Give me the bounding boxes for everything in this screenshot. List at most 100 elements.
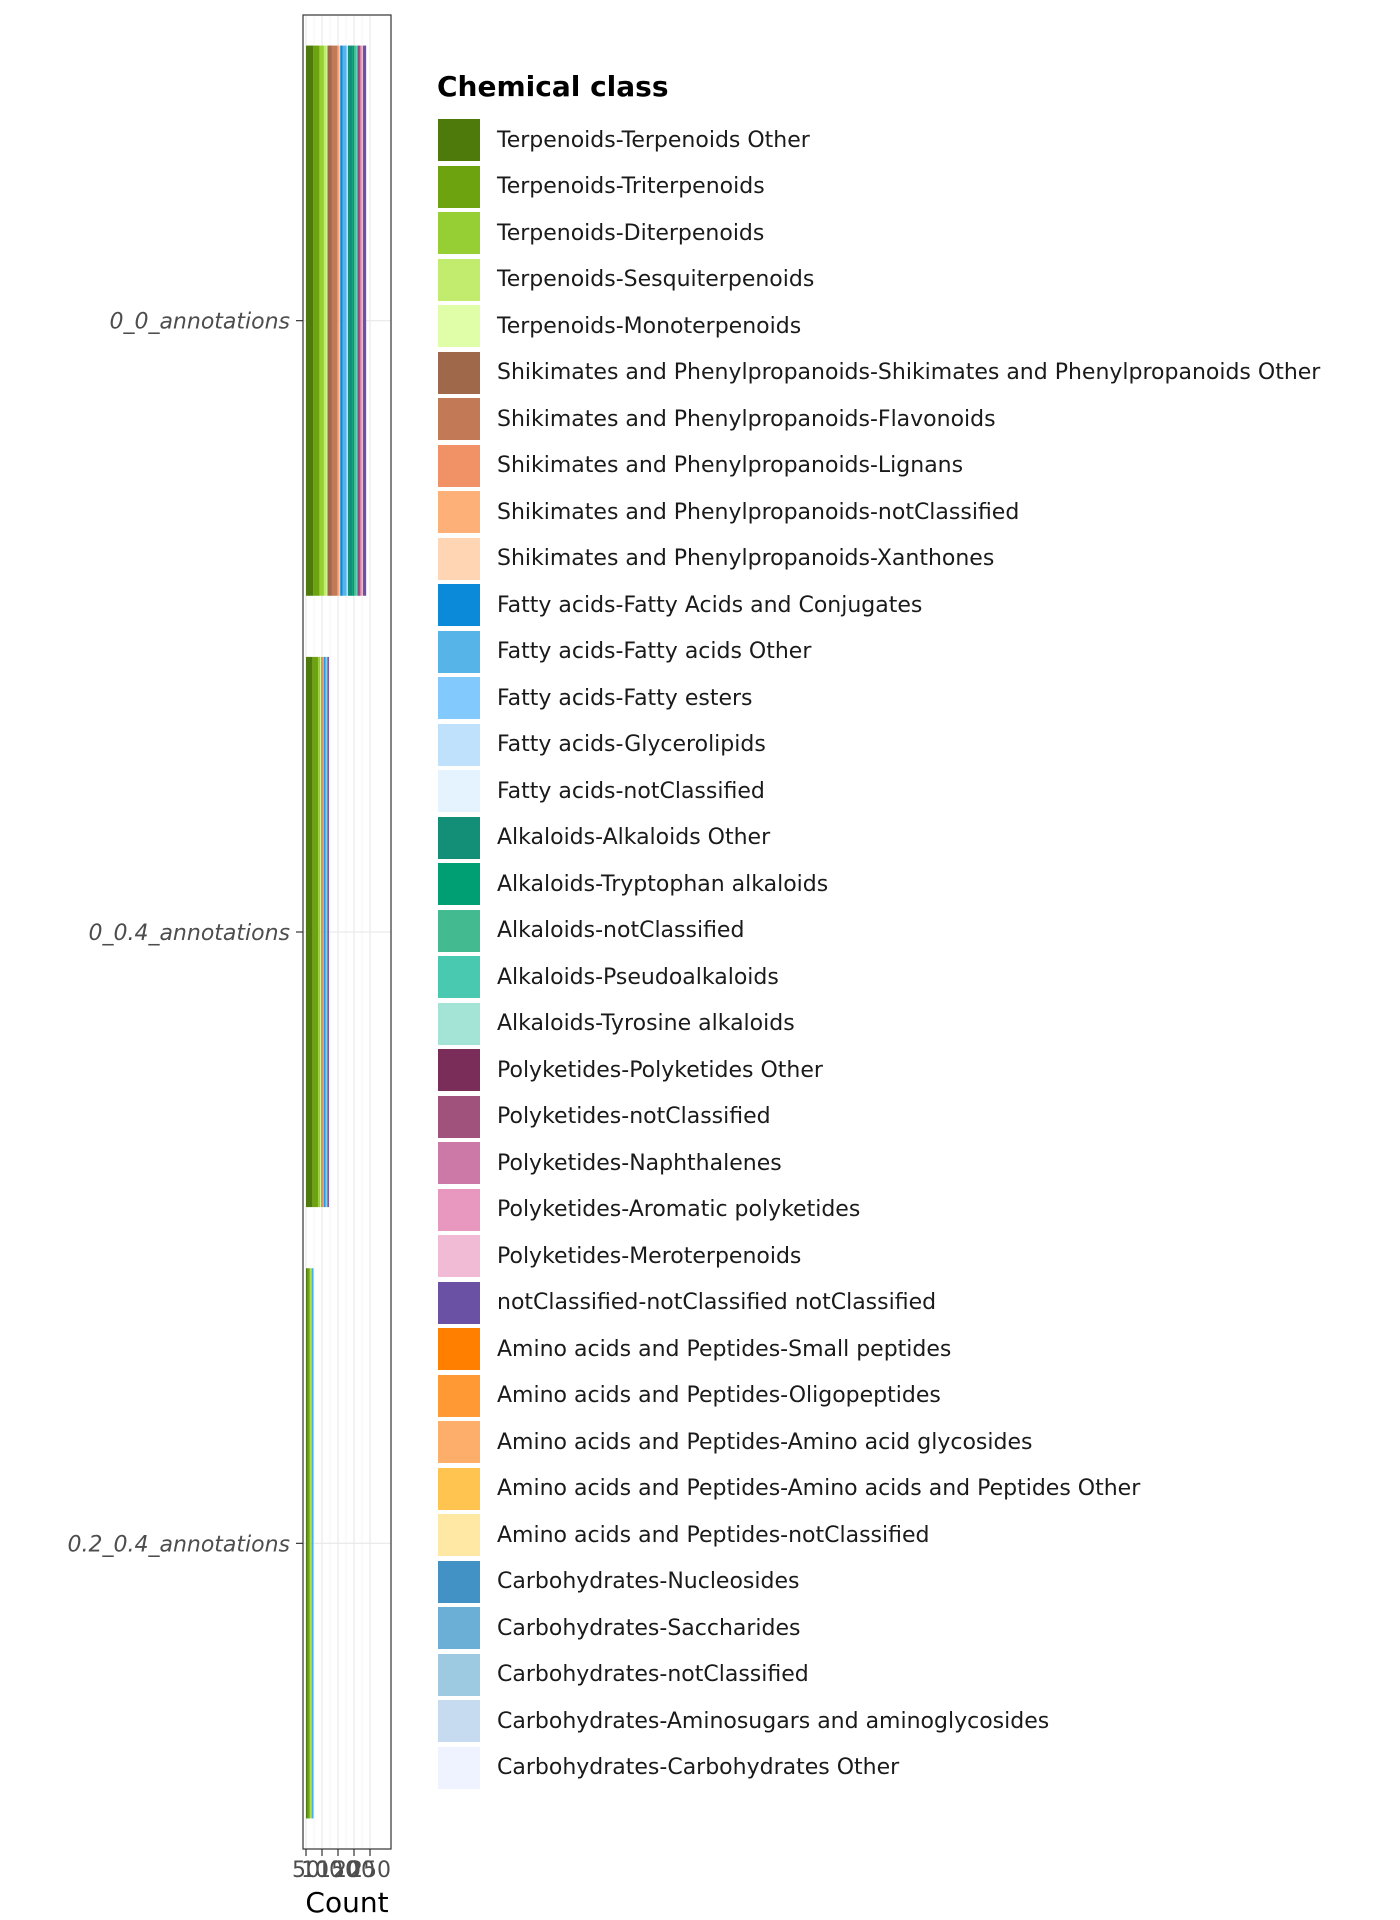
bar-segment: Alkaloids-Alkaloids Other: 13 <box>347 45 353 596</box>
stacked-bar-chart: Terpenoids-Terpenoids Other: 22Terpenoid… <box>67 14 392 1919</box>
legend-label: Alkaloids-Tyrosine alkaloids <box>497 1011 795 1037</box>
legend-swatch <box>437 1559 481 1604</box>
bar-segment: notClassified-notClassified notClassifie… <box>362 45 367 596</box>
legend-swatch <box>437 1373 481 1418</box>
bar-segment: Terpenoids-Terpenoids Other: 5 <box>306 1268 308 1819</box>
legend-item: Amino acids and Peptides-notClassified <box>437 1512 1320 1559</box>
bar-segment: Alkaloids-Tyrosine alkaloids: 2 <box>356 45 358 596</box>
bar-segment: Terpenoids-Monoterpenoids: 3 <box>326 45 328 596</box>
legend-label: Fatty acids-notClassified <box>497 778 765 804</box>
legend-label: Alkaloids-Pseudoalkaloids <box>497 964 779 990</box>
bar-segment: Terpenoids-Diterpenoids: 14 <box>319 45 324 596</box>
bar-segment: Polyketides-notClassified: 4 <box>358 45 361 596</box>
legend-swatch <box>437 722 481 767</box>
legend-label: Polyketides-Aromatic polyketides <box>497 1197 861 1223</box>
legend-item: Fatty acids-Fatty acids Other <box>437 629 1320 676</box>
legend-items: Terpenoids-Terpenoids Other Terpenoids-Tr… <box>437 117 1320 1791</box>
y-tick-label: 0_0_annotations <box>109 310 290 335</box>
x-tick-label: 150 <box>317 1858 359 1883</box>
legend-label: Carbohydrates-notClassified <box>497 1662 809 1688</box>
bar-segment: Polyketides-Naphthalenes: 3 <box>360 45 362 596</box>
bar-segment: Shikimates and Phenylpropanoids-Shikimat… <box>327 45 332 596</box>
x-tick-label: 100 <box>301 1858 343 1883</box>
legend-swatch <box>437 1048 481 1093</box>
legend-swatch <box>437 490 481 535</box>
legend-swatch <box>437 676 481 721</box>
legend-item: Fatty acids-Fatty Acids and Conjugates <box>437 582 1320 629</box>
bar-segment: Fatty acids-Fatty acids Other: 4 <box>324 656 327 1208</box>
legend-item: Fatty acids-Fatty esters <box>437 675 1320 722</box>
legend-item: Polyketides-Naphthalenes <box>437 1140 1320 1187</box>
x-tick-label: 200 <box>333 1858 375 1883</box>
legend-swatch <box>437 397 481 442</box>
legend-swatch <box>437 1001 481 1046</box>
legend-swatch <box>437 1234 481 1279</box>
legend-label: Carbohydrates-Saccharides <box>497 1615 801 1641</box>
bar-segment: Terpenoids-Diterpenoids: 3 <box>309 1268 311 1819</box>
legend-item: Polyketides-notClassified <box>437 1094 1320 1141</box>
legend-label: Alkaloids-Tryptophan alkaloids <box>497 871 829 897</box>
legend-swatch <box>437 815 481 860</box>
legend-label: Amino acids and Peptides-notClassified <box>497 1522 930 1548</box>
legend-title: Chemical class <box>437 70 669 103</box>
legend-label: notClassified-notClassified notClassifie… <box>497 1290 937 1316</box>
bar-segment: Terpenoids-Triterpenoids: 18 <box>312 656 319 1208</box>
bar-segment: Fatty acids-Fatty acids Other: 10 <box>342 45 346 596</box>
legend-swatch <box>437 629 481 674</box>
bar-segment: Terpenoids-Sesquiterpenoids: 2 <box>320 656 321 1208</box>
legend-swatch <box>437 1699 481 1744</box>
legend-label: Fatty acids-Glycerolipids <box>497 732 766 758</box>
bar-segment: Terpenoids-Monoterpenoids: 2 <box>320 656 322 1208</box>
bar-segment: Alkaloids-Alkaloids Other: 2 <box>326 656 328 1208</box>
legend-item: Amino acids and Peptides-Oligopeptides <box>437 1373 1320 1420</box>
legend-item: Alkaloids-Alkaloids Other <box>437 815 1320 862</box>
legend-item: Shikimates and Phenylpropanoids-Shikimat… <box>437 350 1320 397</box>
legend-label: Shikimates and Phenylpropanoids-notClass… <box>497 499 1020 525</box>
bar-segment: Fatty acids-Fatty Acids and Conjugates: … <box>323 656 325 1208</box>
bar-segment: Alkaloids-Pseudoalkaloids: 3 <box>355 45 357 596</box>
bar-segment: Shikimates and Phenylpropanoids-Lignans:… <box>337 45 339 596</box>
legend-swatch <box>437 1745 481 1790</box>
bar-segment: Fatty acids-Fatty acids Other: 2 <box>312 1268 314 1819</box>
legend-item: Alkaloids-notClassified <box>437 908 1320 955</box>
legend-label: Polyketides-Polyketides Other <box>497 1057 823 1083</box>
legend-swatch <box>437 1141 481 1186</box>
bar-segment: Terpenoids-Sesquiterpenoids: 8 <box>323 45 327 596</box>
bar-segment: Polyketides-Polyketides Other: 4 <box>357 45 359 596</box>
bar-segment: Terpenoids-Terpenoids Other: 20 <box>306 656 313 1208</box>
legend-item: Polyketides-Aromatic polyketides <box>437 1187 1320 1234</box>
legend-label: Terpenoids-Terpenoids Other <box>497 127 810 153</box>
legend-swatch <box>437 1280 481 1325</box>
legend-swatch <box>437 536 481 581</box>
legend-item: Carbohydrates-notClassified <box>437 1652 1320 1699</box>
legend-item: Terpenoids-Diterpenoids <box>437 210 1320 257</box>
legend-item: Carbohydrates-Nucleosides <box>437 1559 1320 1606</box>
y-tick-label: 0.2_0.4_annotations <box>67 1532 290 1557</box>
legend: Chemical class Terpenoids-Terpenoids Oth… <box>437 70 1320 1791</box>
legend-item: Terpenoids-Triterpenoids <box>437 164 1320 211</box>
legend-label: Polyketides-Meroterpenoids <box>497 1243 802 1269</box>
legend-item: Amino acids and Peptides-Amino acids and… <box>437 1466 1320 1513</box>
bar-segment: Shikimates and Phenylpropanoids-Xanthone… <box>339 45 341 596</box>
legend-swatch <box>437 1094 481 1139</box>
bar-segment: Fatty acids-Fatty esters: 3 <box>346 45 347 596</box>
legend-item: Fatty acids-notClassified <box>437 768 1320 815</box>
legend-swatch <box>437 443 481 488</box>
bar-segment: Fatty acids-Fatty Acids and Conjugates: … <box>311 1268 313 1819</box>
bar-segment: Terpenoids-Sesquiterpenoids: 2 <box>310 1268 312 1819</box>
legend-swatch <box>437 1466 481 1511</box>
bar-segment: Terpenoids-Triterpenoids: 20 <box>313 45 320 596</box>
legend-item: Shikimates and Phenylpropanoids-Xanthone… <box>437 536 1320 583</box>
bar-segment: Polyketides-Aromatic polyketides: 4 <box>361 45 363 596</box>
legend-swatch <box>437 211 481 256</box>
legend-item: Alkaloids-Tyrosine alkaloids <box>437 1001 1320 1048</box>
legend-label: Alkaloids-Alkaloids Other <box>497 825 771 851</box>
legend-label: Shikimates and Phenylpropanoids-Xanthone… <box>497 546 995 572</box>
legend-label: Terpenoids-Triterpenoids <box>497 174 765 200</box>
legend-label: Fatty acids-Fatty acids Other <box>497 639 812 665</box>
bar-segment: Alkaloids-Tryptophan alkaloids: 7 <box>352 45 355 596</box>
legend-label: Amino acids and Peptides-Amino acids and… <box>497 1476 1141 1502</box>
legend-item: Alkaloids-Pseudoalkaloids <box>437 954 1320 1001</box>
legend-item: Alkaloids-Tryptophan alkaloids <box>437 861 1320 908</box>
bar-segment: Terpenoids-Diterpenoids: 6 <box>318 656 321 1208</box>
